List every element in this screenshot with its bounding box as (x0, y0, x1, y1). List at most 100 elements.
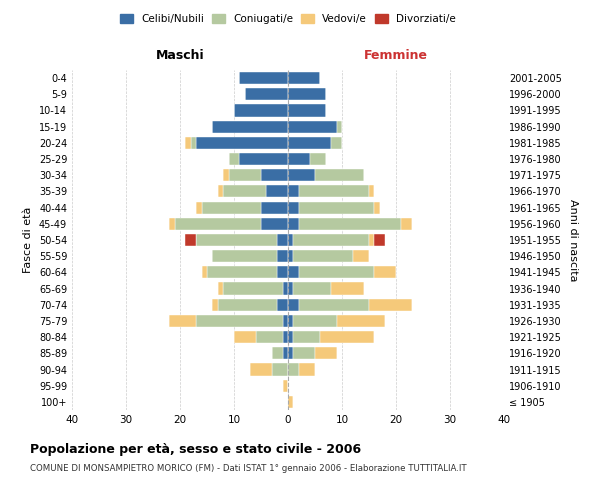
Bar (337, 315, 385, 327)
Bar (261, 202, 288, 213)
Bar (331, 282, 364, 294)
Bar (277, 234, 288, 246)
Bar (288, 104, 326, 117)
Y-axis label: Fasce di età: Fasce di età (23, 207, 33, 273)
Bar (288, 266, 299, 278)
Bar (337, 120, 342, 132)
Bar (261, 218, 288, 230)
Bar (196, 315, 283, 327)
Bar (288, 331, 293, 343)
Bar (288, 364, 299, 376)
Bar (288, 169, 315, 181)
Bar (191, 137, 196, 149)
Bar (229, 169, 261, 181)
Bar (256, 331, 283, 343)
Bar (315, 348, 337, 360)
Bar (315, 169, 364, 181)
Bar (288, 234, 293, 246)
Y-axis label: Anni di nascita: Anni di nascita (568, 198, 578, 281)
Bar (277, 266, 288, 278)
Bar (196, 202, 202, 213)
Bar (229, 153, 239, 165)
Bar (196, 137, 288, 149)
Bar (266, 186, 288, 198)
Bar (239, 72, 288, 84)
Bar (277, 250, 288, 262)
Bar (288, 282, 293, 294)
Bar (288, 348, 293, 360)
Bar (374, 266, 396, 278)
Bar (299, 266, 374, 278)
Bar (310, 153, 326, 165)
Bar (169, 218, 175, 230)
Text: Femmine: Femmine (364, 50, 428, 62)
Bar (374, 202, 380, 213)
Bar (288, 72, 320, 84)
Bar (299, 186, 369, 198)
Bar (196, 234, 277, 246)
Bar (288, 250, 293, 262)
Bar (288, 202, 299, 213)
Bar (320, 331, 374, 343)
Bar (293, 282, 331, 294)
Bar (175, 218, 261, 230)
Bar (369, 186, 374, 198)
Bar (245, 88, 288, 101)
Bar (299, 202, 374, 213)
Text: Popolazione per età, sesso e stato civile - 2006: Popolazione per età, sesso e stato civil… (30, 442, 361, 456)
Bar (212, 120, 288, 132)
Bar (234, 331, 256, 343)
Legend: Celibi/Nubili, Coniugati/e, Vedovi/e, Divorziati/e: Celibi/Nubili, Coniugati/e, Vedovi/e, Di… (116, 10, 460, 29)
Bar (218, 186, 223, 198)
Bar (261, 169, 288, 181)
Bar (223, 186, 266, 198)
Bar (283, 282, 288, 294)
Bar (374, 234, 385, 246)
Bar (369, 298, 412, 311)
Bar (299, 364, 315, 376)
Bar (293, 250, 353, 262)
Bar (293, 348, 315, 360)
Bar (185, 234, 196, 246)
Bar (401, 218, 412, 230)
Bar (299, 298, 369, 311)
Bar (288, 396, 293, 408)
Bar (218, 298, 277, 311)
Text: COMUNE DI MONSAMPIETRO MORICO (FM) - Dati ISTAT 1° gennaio 2006 - Elaborazione T: COMUNE DI MONSAMPIETRO MORICO (FM) - Dat… (30, 464, 467, 473)
Bar (288, 88, 326, 101)
Bar (223, 282, 283, 294)
Bar (239, 153, 288, 165)
Text: Maschi: Maschi (155, 50, 205, 62)
Bar (223, 169, 229, 181)
Bar (283, 315, 288, 327)
Bar (202, 266, 207, 278)
Bar (272, 348, 283, 360)
Bar (212, 250, 277, 262)
Bar (293, 234, 369, 246)
Bar (234, 104, 288, 117)
Bar (185, 137, 191, 149)
Bar (250, 364, 272, 376)
Bar (299, 218, 401, 230)
Bar (212, 298, 218, 311)
Bar (283, 348, 288, 360)
Bar (288, 315, 293, 327)
Bar (283, 380, 288, 392)
Bar (207, 266, 277, 278)
Bar (218, 282, 223, 294)
Bar (272, 364, 288, 376)
Bar (277, 298, 288, 311)
Bar (293, 331, 320, 343)
Bar (288, 218, 299, 230)
Bar (288, 153, 310, 165)
Bar (202, 202, 261, 213)
Bar (293, 315, 337, 327)
Bar (331, 137, 342, 149)
Bar (288, 137, 331, 149)
Bar (288, 186, 299, 198)
Bar (353, 250, 369, 262)
Bar (288, 298, 299, 311)
Bar (283, 331, 288, 343)
Bar (288, 120, 337, 132)
Bar (369, 234, 374, 246)
